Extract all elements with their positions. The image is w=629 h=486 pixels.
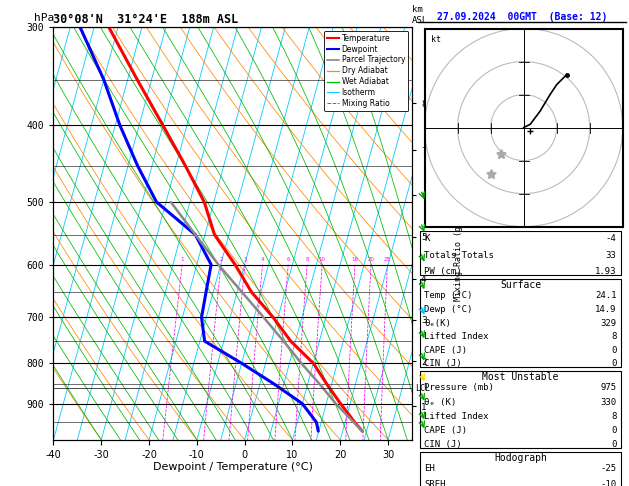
Text: 8: 8 bbox=[305, 258, 309, 262]
Text: 8: 8 bbox=[611, 332, 616, 341]
Text: hPa: hPa bbox=[34, 13, 54, 22]
Text: 30°08'N  31°24'E  188m ASL: 30°08'N 31°24'E 188m ASL bbox=[53, 13, 239, 26]
Text: Dewp (°C): Dewp (°C) bbox=[425, 305, 473, 314]
Text: 27.09.2024  00GMT  (Base: 12): 27.09.2024 00GMT (Base: 12) bbox=[437, 12, 607, 22]
Text: -4: -4 bbox=[606, 234, 616, 243]
Legend: Temperature, Dewpoint, Parcel Trajectory, Dry Adiabat, Wet Adiabat, Isotherm, Mi: Temperature, Dewpoint, Parcel Trajectory… bbox=[324, 31, 408, 111]
Text: 25: 25 bbox=[384, 258, 391, 262]
Text: 0: 0 bbox=[611, 360, 616, 368]
Text: Hodograph: Hodograph bbox=[494, 453, 547, 463]
Text: 1: 1 bbox=[181, 258, 184, 262]
Text: 329: 329 bbox=[601, 318, 616, 328]
Text: 20: 20 bbox=[367, 258, 374, 262]
Text: EH: EH bbox=[425, 464, 435, 473]
Text: -25: -25 bbox=[601, 464, 616, 473]
Text: Surface: Surface bbox=[500, 279, 541, 290]
Text: 4: 4 bbox=[261, 258, 264, 262]
Text: km
ASL: km ASL bbox=[412, 5, 428, 25]
Text: 0: 0 bbox=[611, 426, 616, 435]
Text: 24.1: 24.1 bbox=[595, 291, 616, 300]
Text: -10: -10 bbox=[601, 480, 616, 486]
Text: Temp (°C): Temp (°C) bbox=[425, 291, 473, 300]
Text: 8: 8 bbox=[611, 412, 616, 421]
Text: 16: 16 bbox=[352, 258, 359, 262]
Text: PW (cm): PW (cm) bbox=[425, 267, 462, 277]
Text: Lifted Index: Lifted Index bbox=[425, 412, 489, 421]
Text: 14.9: 14.9 bbox=[595, 305, 616, 314]
Text: SREH: SREH bbox=[425, 480, 446, 486]
Text: 6: 6 bbox=[286, 258, 290, 262]
Text: CAPE (J): CAPE (J) bbox=[425, 346, 467, 355]
Text: 1.93: 1.93 bbox=[595, 267, 616, 277]
Text: 975: 975 bbox=[601, 383, 616, 392]
Text: 330: 330 bbox=[601, 398, 616, 407]
Text: 2: 2 bbox=[219, 258, 223, 262]
Text: CAPE (J): CAPE (J) bbox=[425, 426, 467, 435]
Text: 10: 10 bbox=[319, 258, 326, 262]
Text: θₑ (K): θₑ (K) bbox=[425, 398, 457, 407]
Text: Lifted Index: Lifted Index bbox=[425, 332, 489, 341]
Text: kt: kt bbox=[431, 35, 441, 44]
Text: 33: 33 bbox=[606, 251, 616, 260]
Text: K: K bbox=[425, 234, 430, 243]
Text: LCL: LCL bbox=[416, 383, 431, 393]
Bar bbox=[420, 371, 621, 448]
Text: Totals Totals: Totals Totals bbox=[425, 251, 494, 260]
X-axis label: Dewpoint / Temperature (°C): Dewpoint / Temperature (°C) bbox=[153, 462, 313, 472]
Text: Most Unstable: Most Unstable bbox=[482, 372, 559, 382]
Bar bbox=[420, 278, 621, 367]
Text: 0: 0 bbox=[611, 346, 616, 355]
Text: Mixing Ratio (g/kg): Mixing Ratio (g/kg) bbox=[454, 207, 463, 301]
Bar bbox=[420, 231, 621, 275]
Text: θₑ(K): θₑ(K) bbox=[425, 318, 451, 328]
Text: CIN (J): CIN (J) bbox=[425, 360, 462, 368]
Text: 3: 3 bbox=[243, 258, 247, 262]
Text: Pressure (mb): Pressure (mb) bbox=[425, 383, 494, 392]
Text: CIN (J): CIN (J) bbox=[425, 440, 462, 450]
Bar bbox=[420, 451, 621, 486]
Text: 0: 0 bbox=[611, 440, 616, 450]
